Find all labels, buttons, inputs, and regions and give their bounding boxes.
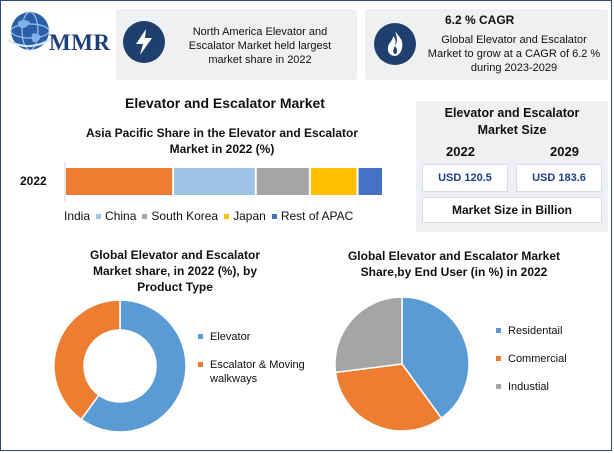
bar-legend: India China South Korea Japan Rest of APAC <box>64 209 359 223</box>
legend-item-japan: Japan <box>224 209 266 223</box>
bar-segment-south-korea <box>256 168 309 195</box>
legend-label: Escalator & Moving walkways <box>210 359 305 385</box>
market-size-year-a: 2022 <box>446 144 475 159</box>
flame-icon <box>374 23 416 65</box>
legend-label: Elevator <box>210 331 251 343</box>
pie-chart-title: Global Elevator and Escalator Market Sha… <box>347 249 561 279</box>
legend-swatch <box>496 328 501 333</box>
brand-logo: MMR <box>6 10 116 56</box>
legend-label: Commercial <box>508 353 567 365</box>
market-size-year-b: 2029 <box>550 144 579 159</box>
legend-swatch <box>496 356 501 361</box>
legend-item-china: China <box>96 209 136 223</box>
legend-item-industial: Industial <box>496 380 596 394</box>
bar-segment-japan <box>310 168 357 195</box>
legend-label: Rest of APAC <box>280 209 354 223</box>
legend-swatch <box>224 214 230 220</box>
bar-segment-india <box>66 168 173 195</box>
cagr-value: 6.2 % CAGR <box>445 13 515 27</box>
highlight-card-north-america: North America Elevator and Escalator Mar… <box>116 9 357 80</box>
bar-chart-title: Asia Pacific Share in the Elevator and E… <box>85 126 359 156</box>
legend-item-commercial: Commercial <box>496 352 596 366</box>
bar-category-label: 2022 <box>20 174 47 188</box>
page-title: Elevator and Escalator Market <box>125 95 325 111</box>
market-size-value-b: USD 183.6 <box>516 164 602 192</box>
slice-elevator <box>80 299 187 433</box>
market-size-value-a: USD 120.5 <box>422 164 508 192</box>
slice-commercial <box>334 363 443 432</box>
market-size-title: Elevator and Escalator Market Size <box>444 106 580 137</box>
slice-residentail <box>401 296 470 420</box>
legend-item-rest-of-apac: Rest of APAC <box>271 209 354 223</box>
lightning-icon <box>123 21 165 63</box>
legend-item-south-korea: South Korea <box>142 209 218 223</box>
market-size-panel: Elevator and Escalator Market Size 2022 … <box>416 101 608 232</box>
legend-label: China <box>105 209 137 223</box>
legend-swatch <box>96 214 102 220</box>
slice-industial <box>334 296 403 374</box>
globe-icon <box>7 11 57 51</box>
legend-item-residentail: Residentail <box>496 324 596 338</box>
brand-name: MMR <box>49 30 111 55</box>
legend-label: India <box>64 209 91 223</box>
bar-segment-rest-of-apac <box>358 168 382 195</box>
slice-escalator-moving-walkways <box>53 299 121 421</box>
legend-swatch <box>198 334 203 339</box>
legend-swatch <box>198 362 203 367</box>
legend-swatch <box>271 214 277 220</box>
bar-segment-china <box>174 168 255 195</box>
pie-chart <box>334 296 470 432</box>
legend-label: Japan <box>233 209 266 223</box>
donut-chart-title: Global Elevator and Escalator Market sha… <box>89 248 261 294</box>
legend-swatch <box>142 214 148 220</box>
pie-legend: Residentail Commercial Industial <box>496 324 596 408</box>
highlight-card-cagr: 6.2 % CAGR Global Elevator and Escalator… <box>365 9 608 80</box>
cagr-note: Global Elevator and Escalator Market to … <box>427 34 601 74</box>
donut-chart <box>53 299 187 433</box>
legend-item-elevator: Elevator <box>198 330 308 344</box>
stacked-bar-chart <box>64 162 382 202</box>
legend-label: Industial <box>508 381 549 393</box>
market-size-footnote: Market Size in Billion <box>422 197 602 223</box>
legend-item-escalator-moving-walkways: Escalator & Moving walkways <box>198 358 308 386</box>
donut-legend: Elevator Escalator & Moving walkways <box>198 330 308 400</box>
legend-swatch <box>496 384 501 389</box>
north-america-note: North America Elevator and Escalator Mar… <box>188 26 332 66</box>
legend-label: Residentail <box>508 325 563 337</box>
legend-label: South Korea <box>151 209 219 223</box>
legend-item-india: India <box>64 209 90 223</box>
